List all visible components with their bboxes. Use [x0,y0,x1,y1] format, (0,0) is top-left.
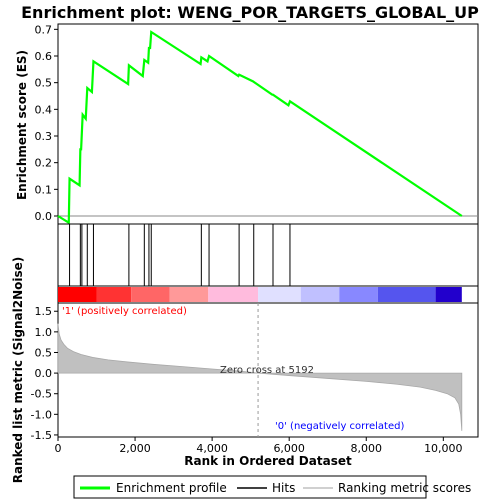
rank-xtick-label: 10,000 [424,442,463,455]
negative-correlation-label: '0' (negatively correlated) [275,421,404,432]
colorbar-segment [208,287,259,302]
rank-xtick-label: 2,000 [119,442,151,455]
es-ytick-label: 0.1 [35,183,53,196]
rank-ytick-label: -1.0 [31,408,52,421]
colorbar-segment [258,287,301,302]
rank-xtick-label: 0 [55,442,62,455]
ranking-axis-label: Ranked list metric (Signal2Noise) [11,257,25,484]
colorbar-segment [58,287,97,302]
es-ytick-label: 0.3 [35,130,53,143]
legend: Enrichment profile Hits Ranking metric s… [73,475,471,499]
es-panel-series [57,30,463,225]
es-panel-axes: 0.0 0.1 0.2 0.3 0.4 0.5 0.6 0.7 [35,23,478,223]
es-ytick-label: 0.4 [35,103,53,116]
legend-label-ranking: Ranking metric scores [338,481,471,495]
colorbar-segment [169,287,209,302]
es-ytick-label: 0.6 [35,50,53,63]
ranking-metric-area [57,323,463,431]
ranking-panel-axes: -1.5 -1.0 -0.5 0.0 0.5 1.0 1.5 0 2,000 4,000 6,000… [31,305,463,455]
zero-cross-label: Zero cross at 5192 [220,365,314,376]
rank-ytick-label: -1.5 [31,429,52,442]
rank-xtick-label: 6,000 [273,442,305,455]
rank-ytick-label: 0.5 [35,346,53,359]
legend-label-profile: Enrichment profile [116,481,227,495]
rank-xtick-label: 8,000 [351,442,383,455]
enrichment-profile-line [57,30,463,225]
es-ytick-label: 0.2 [35,157,53,170]
es-ytick-label: 0.5 [35,77,53,90]
rank-ytick-label: 1.5 [35,305,53,318]
es-ytick-label: 0.0 [35,210,53,223]
colorbar-segment [435,287,462,302]
colorbar-segment [300,287,340,302]
x-axis-label: Rank in Ordered Dataset [184,454,352,468]
hits-panel-frame [57,223,479,287]
es-ytick-label: 0.7 [35,23,53,36]
chart-title: Enrichment plot: WENG_POR_TARGETS_GLOBAL… [21,3,479,22]
hits-layer [69,224,291,286]
colorbar-segment [96,287,132,302]
rank-xtick-label: 4,000 [196,442,228,455]
legend-label-hits: Hits [272,481,295,495]
es-axis-label: Enrichment score (ES) [15,50,29,200]
rank-ytick-label: -0.5 [31,388,52,401]
colorbar-segment [131,287,170,302]
colorbar [58,287,462,302]
rank-ytick-label: 0.0 [35,367,53,380]
es-panel-frame [57,23,479,225]
positive-correlation-label: '1' (positively correlated) [62,306,187,317]
colorbar-segment [377,287,436,302]
ranking-panel-series [57,303,463,437]
legend-box [73,475,427,499]
colorbar-segment [339,287,378,302]
rank-ytick-label: 1.0 [35,326,53,339]
